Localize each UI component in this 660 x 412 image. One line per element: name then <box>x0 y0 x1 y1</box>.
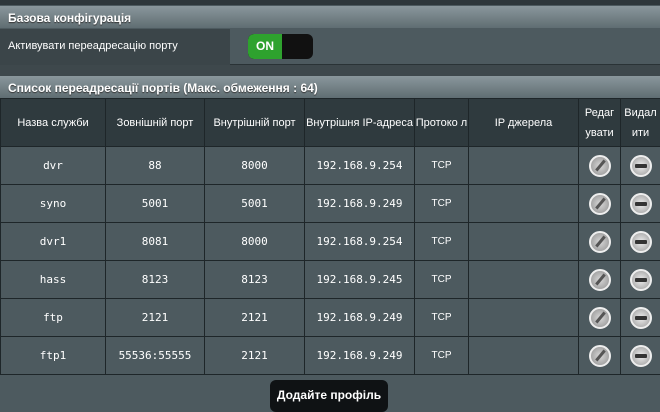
column-header: Видал ити <box>621 99 660 147</box>
edit-cell <box>579 261 621 299</box>
external-port-cell: 2121 <box>106 299 205 337</box>
divider <box>0 65 660 76</box>
edit-icon[interactable] <box>589 269 611 291</box>
service-name-cell: dvr1 <box>1 223 106 261</box>
protocol-cell: TCP <box>415 147 469 185</box>
edit-icon[interactable] <box>589 231 611 253</box>
enable-port-forwarding-label: Активувати переадресацію порту <box>0 29 230 65</box>
internal-port-cell: 5001 <box>205 185 305 223</box>
service-name-cell: hass <box>1 261 106 299</box>
column-header: Внутрішня IP-адреса <box>305 99 415 147</box>
internal-port-cell: 2121 <box>205 299 305 337</box>
internal-ip-cell: 192.168.9.249 <box>305 185 415 223</box>
column-header: Внутрішній порт <box>205 99 305 147</box>
protocol-cell: TCP <box>415 261 469 299</box>
delete-cell <box>621 147 660 185</box>
internal-port-cell: 2121 <box>205 337 305 375</box>
edit-icon[interactable] <box>589 345 611 367</box>
internal-ip-cell: 192.168.9.249 <box>305 299 415 337</box>
port-forwarding-list-header: Список переадресації портів (Макс. обмеж… <box>0 76 660 98</box>
external-port-cell: 88 <box>106 147 205 185</box>
delete-icon[interactable] <box>630 155 652 177</box>
column-header: IP джерела <box>469 99 579 147</box>
delete-icon[interactable] <box>630 193 652 215</box>
protocol-cell: TCP <box>415 299 469 337</box>
delete-icon[interactable] <box>630 345 652 367</box>
basic-config-header: Базова конфігурація <box>0 6 660 28</box>
service-name-cell: dvr <box>1 147 106 185</box>
source-ip-cell <box>469 223 579 261</box>
protocol-cell: TCP <box>415 337 469 375</box>
internal-port-cell: 8123 <box>205 261 305 299</box>
external-port-cell: 55536:55555 <box>106 337 205 375</box>
source-ip-cell <box>469 261 579 299</box>
service-name-cell: syno <box>1 185 106 223</box>
source-ip-cell <box>469 185 579 223</box>
toggle-state: ON <box>248 34 282 59</box>
edit-cell <box>579 147 621 185</box>
delete-icon[interactable] <box>630 231 652 253</box>
internal-ip-cell: 192.168.9.254 <box>305 147 415 185</box>
delete-cell <box>621 261 660 299</box>
column-header: Редаг увати <box>579 99 621 147</box>
column-header: Зовнішній порт <box>106 99 205 147</box>
internal-port-cell: 8000 <box>205 147 305 185</box>
internal-ip-cell: 192.168.9.249 <box>305 337 415 375</box>
source-ip-cell <box>469 299 579 337</box>
add-profile-button[interactable]: Додайте профіль <box>270 380 388 412</box>
external-port-cell: 8123 <box>106 261 205 299</box>
edit-cell <box>579 299 621 337</box>
source-ip-cell <box>469 337 579 375</box>
delete-icon[interactable] <box>630 307 652 329</box>
edit-icon[interactable] <box>589 307 611 329</box>
edit-cell <box>579 337 621 375</box>
internal-port-cell: 8000 <box>205 223 305 261</box>
column-header: Протоко л <box>415 99 469 147</box>
delete-cell <box>621 223 660 261</box>
protocol-cell: TCP <box>415 223 469 261</box>
edit-cell <box>579 223 621 261</box>
internal-ip-cell: 192.168.9.245 <box>305 261 415 299</box>
internal-ip-cell: 192.168.9.254 <box>305 223 415 261</box>
column-header: Назва служби <box>1 99 106 147</box>
source-ip-cell <box>469 147 579 185</box>
service-name-cell: ftp <box>1 299 106 337</box>
edit-cell <box>579 185 621 223</box>
top-bar <box>0 0 660 5</box>
external-port-cell: 5001 <box>106 185 205 223</box>
service-name-cell: ftp1 <box>1 337 106 375</box>
protocol-cell: TCP <box>415 185 469 223</box>
enable-port-forwarding-toggle[interactable]: ON <box>248 34 313 59</box>
edit-icon[interactable] <box>589 155 611 177</box>
external-port-cell: 8081 <box>106 223 205 261</box>
edit-icon[interactable] <box>589 193 611 215</box>
delete-cell <box>621 337 660 375</box>
enable-port-forwarding-row: Активувати переадресацію порту ON <box>0 29 660 65</box>
delete-cell <box>621 185 660 223</box>
delete-icon[interactable] <box>630 269 652 291</box>
delete-cell <box>621 299 660 337</box>
